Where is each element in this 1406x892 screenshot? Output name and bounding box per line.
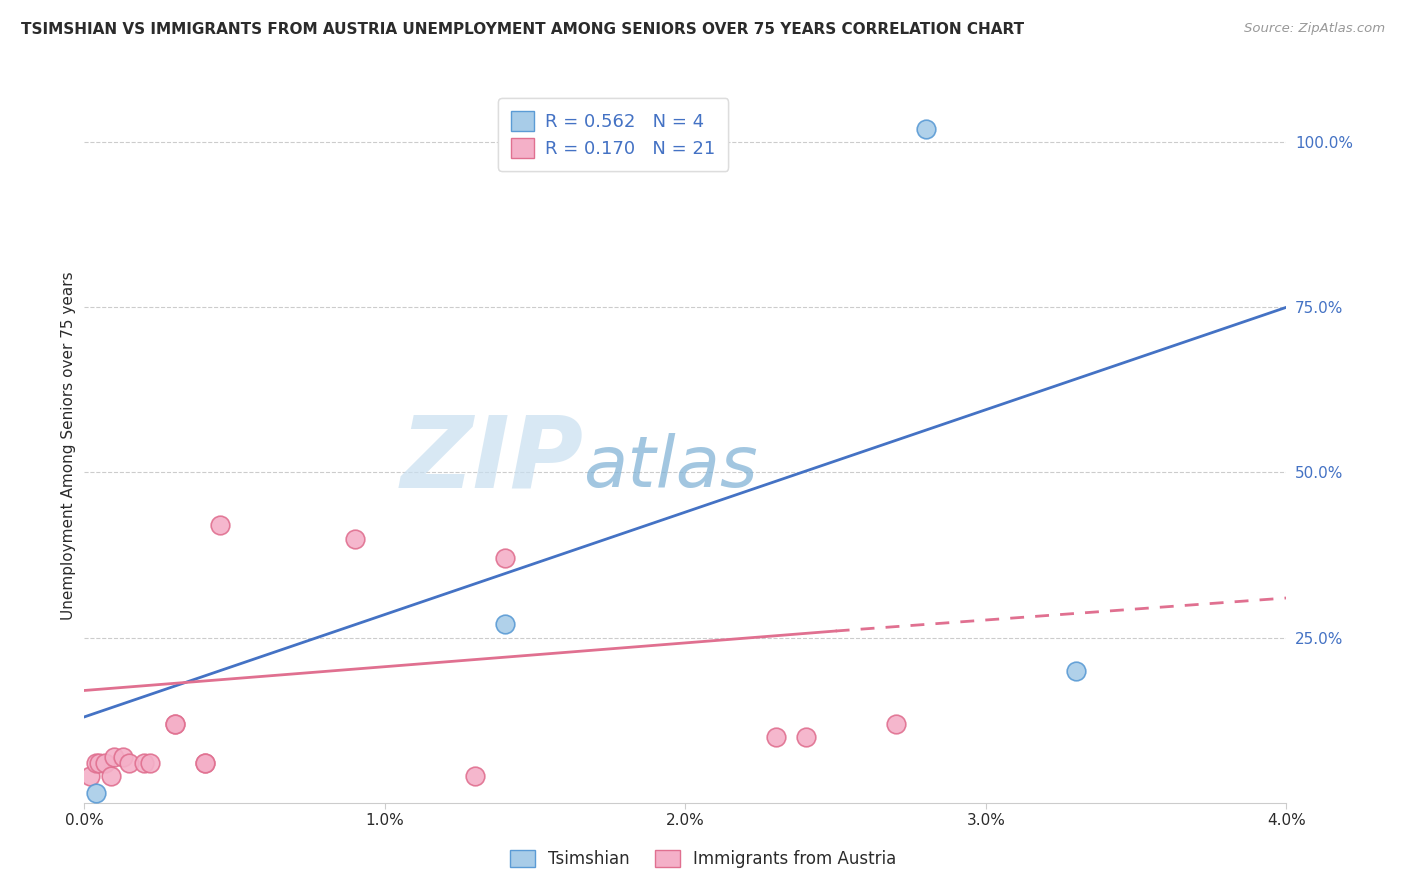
Point (1064, 664, 1087, 678)
Point (494, 617, 516, 632)
Point (794, 730, 817, 744)
Text: TSIMSHIAN VS IMMIGRANTS FROM AUSTRIA UNEMPLOYMENT AMONG SENIORS OVER 75 YEARS CO: TSIMSHIAN VS IMMIGRANTS FROM AUSTRIA UNE… (21, 22, 1024, 37)
Text: Source: ZipAtlas.com: Source: ZipAtlas.com (1244, 22, 1385, 36)
Point (163, 716, 186, 731)
Point (765, 730, 787, 744)
Point (194, 756, 217, 771)
Point (343, 532, 366, 546)
Point (139, 756, 162, 771)
Text: ZIP: ZIP (401, 412, 583, 508)
Y-axis label: Unemployment Among Seniors over 75 years: Unemployment Among Seniors over 75 years (60, 272, 76, 620)
Point (103, 749, 125, 764)
Point (884, 716, 907, 731)
Point (89, 756, 111, 771)
Point (464, 769, 486, 783)
Point (86, 756, 108, 771)
Legend: Tsimshian, Immigrants from Austria: Tsimshian, Immigrants from Austria (503, 843, 903, 875)
Point (86, 786, 108, 800)
Point (915, 121, 938, 136)
Point (94, 756, 117, 771)
Point (494, 551, 516, 566)
Point (163, 716, 186, 731)
Point (100, 769, 122, 783)
Point (79, 769, 101, 783)
Point (112, 749, 135, 764)
Text: atlas: atlas (583, 433, 758, 502)
Point (194, 756, 217, 771)
Point (208, 518, 231, 533)
Legend: R = 0.562   N = 4, R = 0.170   N = 21: R = 0.562 N = 4, R = 0.170 N = 21 (498, 98, 728, 170)
Point (118, 756, 141, 771)
Point (134, 756, 156, 771)
